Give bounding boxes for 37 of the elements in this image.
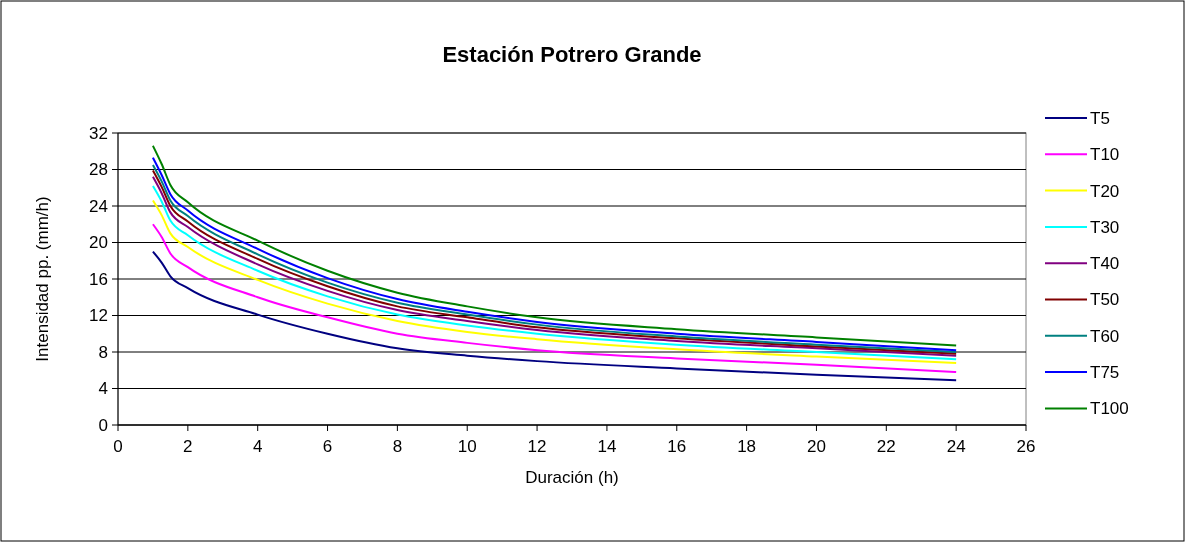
x-tick-label: 14 [597, 437, 617, 456]
legend-label: T20 [1090, 181, 1120, 201]
y-tick-label: 20 [89, 233, 108, 253]
legend-label: T30 [1090, 217, 1120, 237]
x-tick-label: 24 [946, 437, 966, 456]
legend-label: T75 [1090, 363, 1120, 383]
x-tick-label: 22 [876, 437, 896, 456]
x-tick-label: 2 [183, 437, 193, 456]
x-tick-label: 8 [392, 437, 403, 456]
legend-label: T10 [1090, 145, 1120, 165]
y-tick-label: 0 [98, 415, 108, 435]
chart-title: Estación Potrero Grande [442, 42, 702, 67]
line-series [151, 250, 958, 382]
y-tick-label: 4 [98, 379, 108, 399]
x-tick-label: 6 [322, 437, 333, 456]
x-tick-label: 0 [113, 437, 123, 456]
y-tick-label: 8 [98, 342, 108, 362]
legend-label: T60 [1090, 326, 1120, 346]
y-tick-label: 32 [89, 123, 108, 143]
y-tick-label: 24 [89, 196, 108, 216]
legend-label: T100 [1090, 399, 1129, 419]
x-tick-label: 20 [807, 437, 826, 456]
legend-label: T40 [1090, 254, 1120, 274]
x-tick-label: 26 [1016, 437, 1036, 456]
x-tick-label: 18 [737, 437, 757, 456]
legend-label: T5 [1090, 108, 1110, 128]
legend-label: T50 [1090, 290, 1120, 310]
x-tick-label: 16 [667, 437, 687, 456]
x-tick-label: 4 [252, 437, 263, 456]
x-tick-label: 12 [527, 437, 547, 456]
line-series [151, 223, 958, 374]
x-axis-title: Duración (h) [525, 468, 619, 487]
y-axis-title: Intensidad pp. (mm/h) [33, 196, 52, 362]
x-tick-label: 10 [457, 437, 477, 456]
y-tick-label: 28 [89, 160, 108, 180]
y-tick-label: 12 [89, 306, 108, 326]
y-tick-label: 16 [89, 269, 108, 289]
